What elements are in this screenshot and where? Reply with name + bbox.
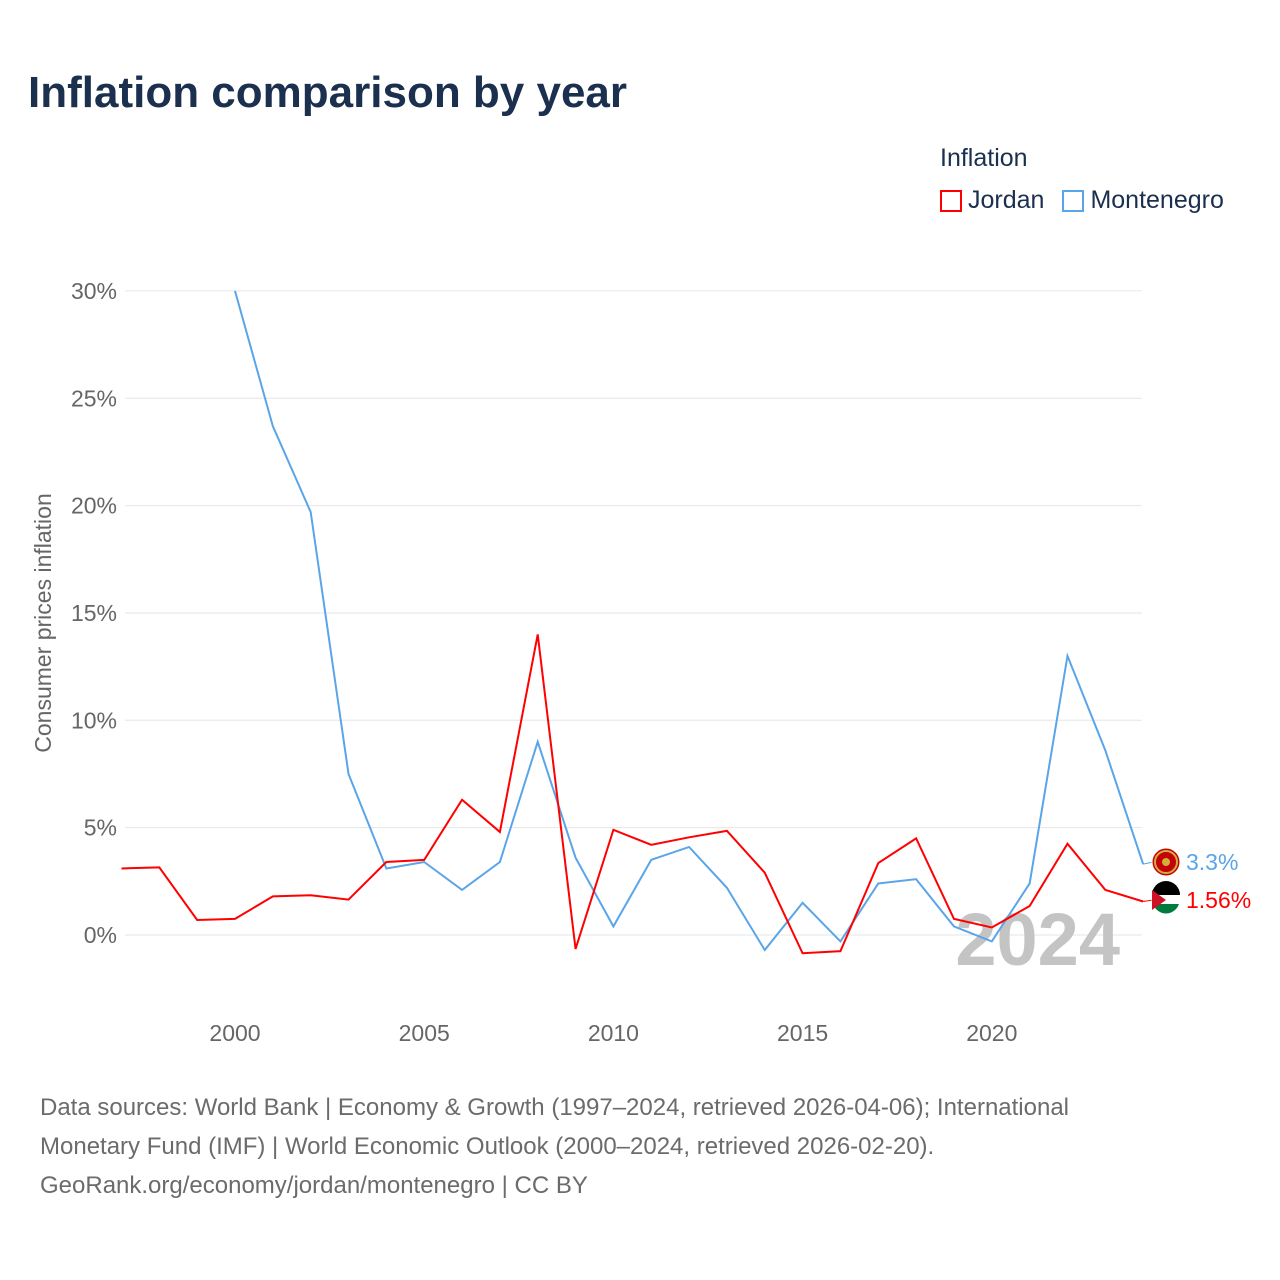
line-chart: 0%5%10%15%20%25%30%2000 2005 2010 2015 2020 … <box>30 278 1251 1046</box>
footer-line: Data sources: World Bank | Economy & Gro… <box>40 1094 1070 1121</box>
flag-emblem <box>1162 858 1170 866</box>
flag-triangle <box>1152 890 1166 910</box>
y-tick-label: 20% <box>71 493 117 519</box>
end-value-label: 3.3% <box>1186 849 1238 875</box>
jordan-swatch-icon <box>940 189 962 212</box>
legend-label: Jordan <box>968 186 1045 214</box>
page-title: Inflation comparison by year <box>28 68 628 117</box>
legend-item-jordan[interactable]: Jordan <box>940 186 1044 215</box>
y-tick-label: 10% <box>71 707 117 733</box>
y-axis-label: Consumer prices inflation <box>30 493 56 753</box>
watermark-year: 2024 <box>955 898 1120 981</box>
y-tick-label: 5% <box>84 815 117 841</box>
legend-label: Montenegro <box>1090 186 1224 214</box>
y-tick-label: 15% <box>71 600 117 626</box>
legend: Jordan Montenegro <box>940 186 1224 215</box>
y-tick-label: 0% <box>84 922 117 948</box>
x-tick-label: 2015 <box>777 1020 828 1046</box>
legend-title: Inflation <box>940 144 1028 172</box>
legend-item-montenegro[interactable]: Montenegro <box>1062 186 1224 215</box>
footer-line: Monetary Fund (IMF) | World Economic Out… <box>40 1133 935 1160</box>
flag-stripe <box>1152 881 1180 895</box>
x-tick-label: 2010 <box>588 1020 639 1046</box>
end-connector <box>1143 899 1154 903</box>
series-line-montenegro <box>234 290 1145 952</box>
y-tick-label: 30% <box>71 278 117 304</box>
x-tick-label: 2020 <box>966 1020 1017 1046</box>
x-tick-label: 2000 <box>209 1020 260 1046</box>
end-connector <box>1143 861 1154 865</box>
flag-border <box>1154 850 1178 874</box>
flag-stripe <box>1152 895 1180 904</box>
series-line-jordan <box>121 634 1144 955</box>
end-value-label: 1.56% <box>1186 887 1251 913</box>
footer-line[interactable]: GeoRank.org/economy/jordan/montenegro | … <box>40 1172 588 1199</box>
y-tick-label: 25% <box>71 385 117 411</box>
montenegro-swatch-icon <box>1062 189 1085 212</box>
data-sources-footer: Data sources: World Bank | Economy & Gro… <box>40 1088 1240 1205</box>
x-tick-label: 2005 <box>399 1020 450 1046</box>
